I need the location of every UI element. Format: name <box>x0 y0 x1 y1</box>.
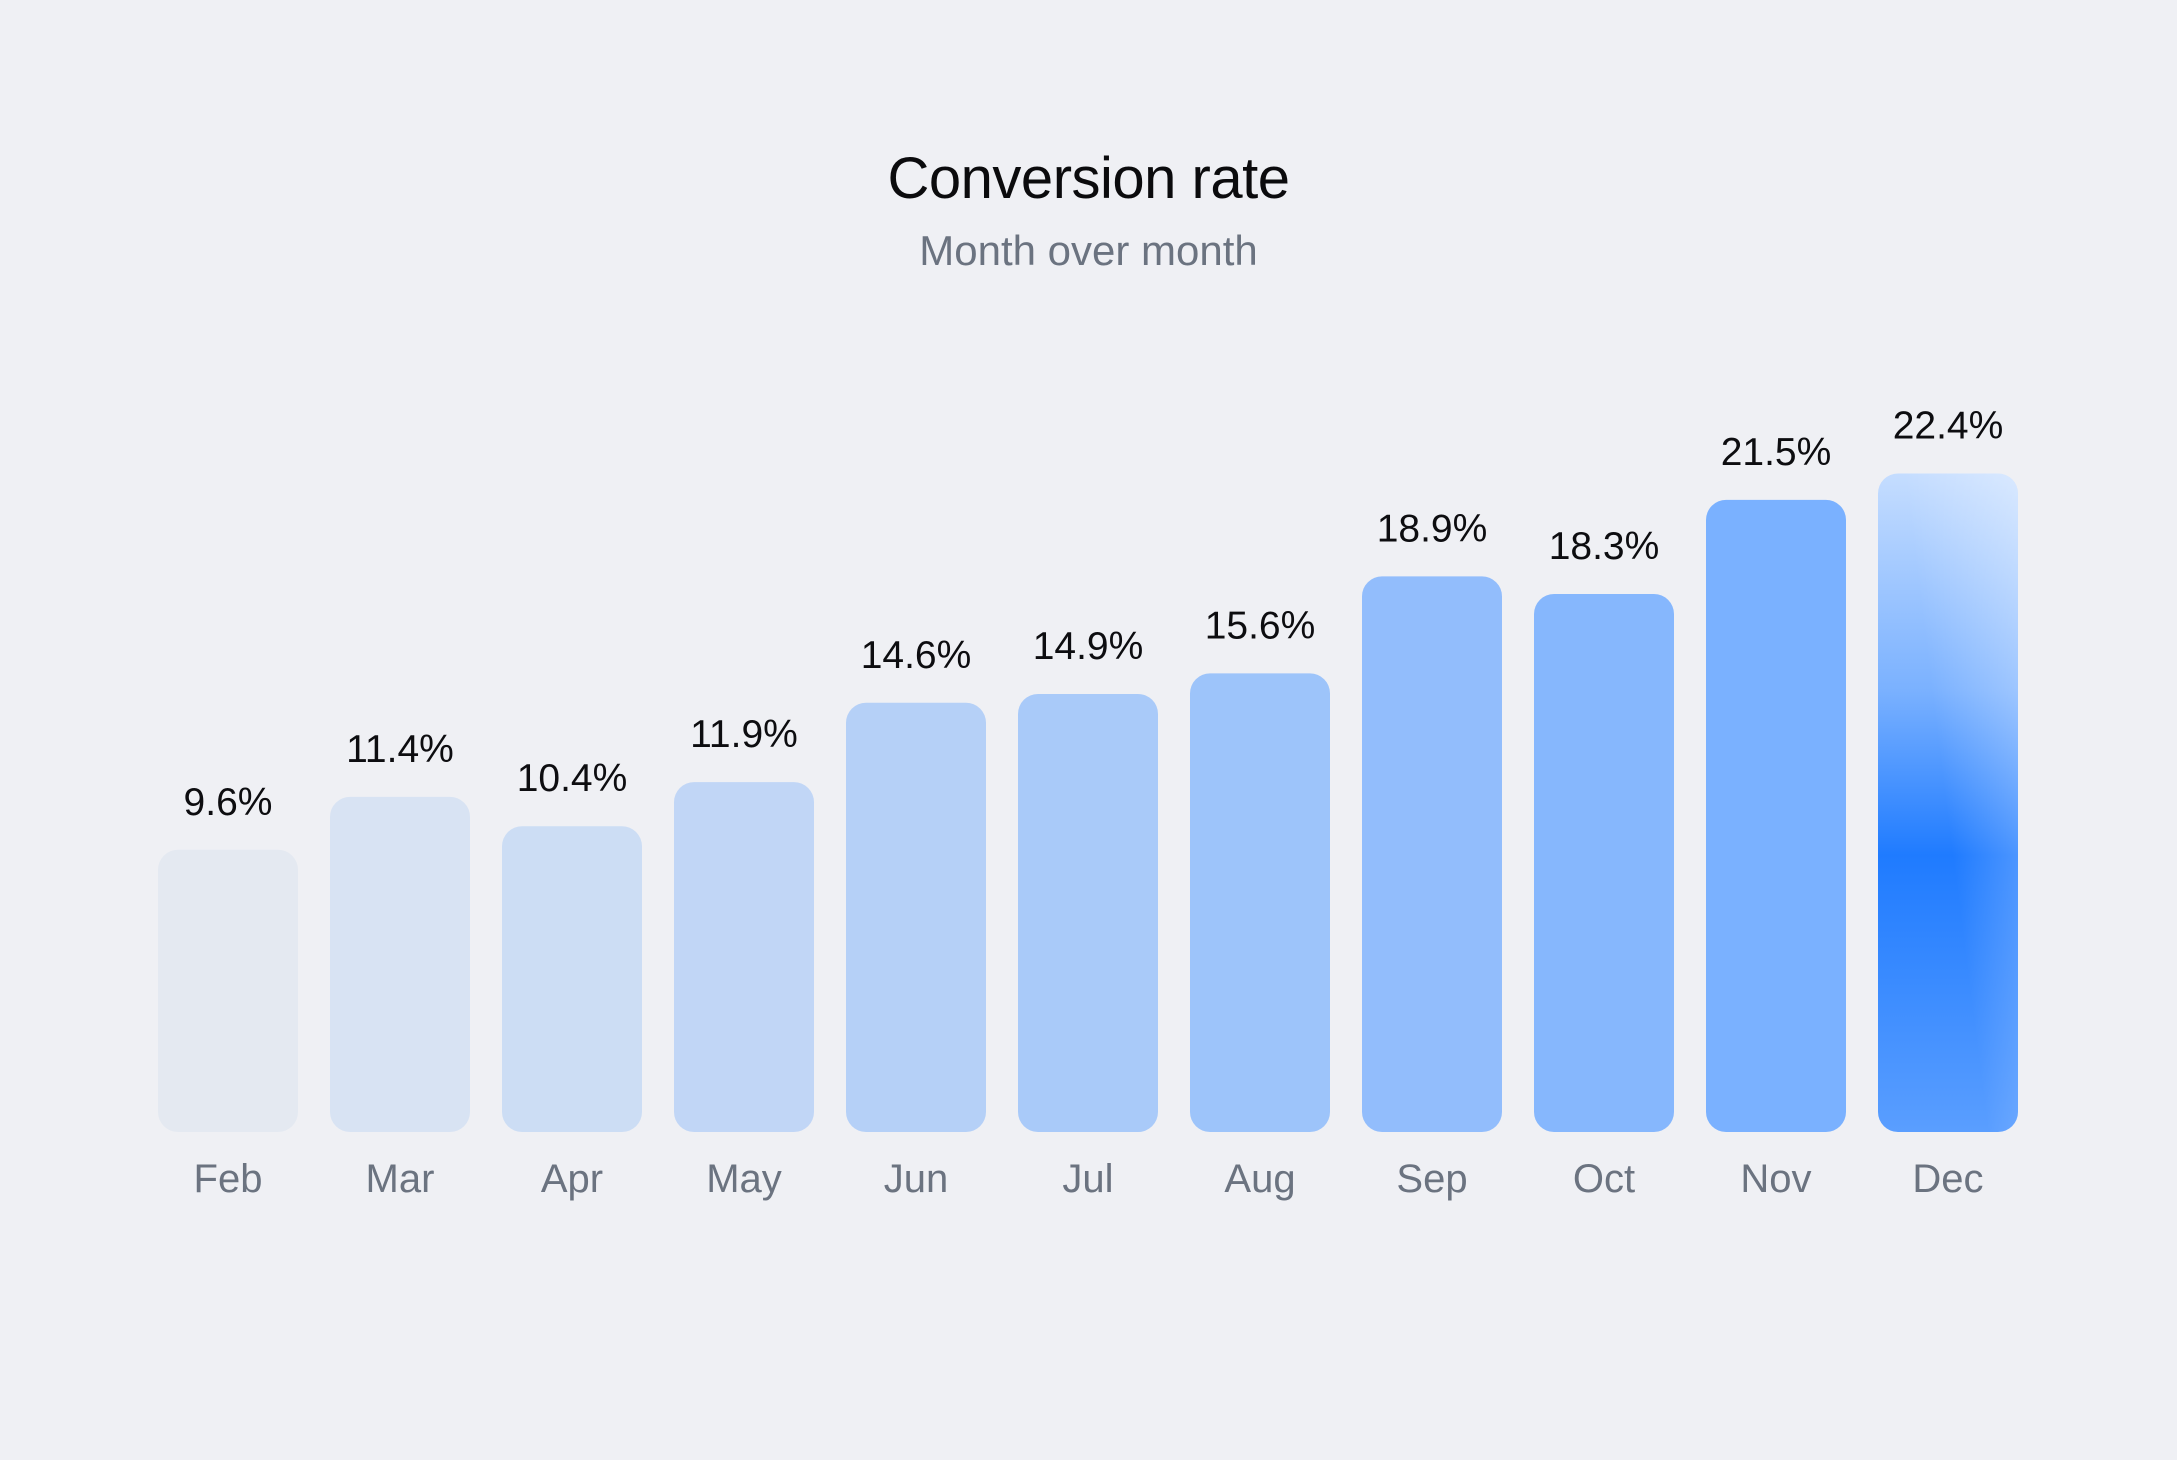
category-label: Oct <box>1573 1157 1635 1201</box>
bar-oct <box>1534 593 1674 1132</box>
bar-may <box>674 782 814 1132</box>
value-label: 14.9% <box>1033 625 1144 668</box>
bar-aug <box>1190 673 1330 1132</box>
value-label: 22.4% <box>1893 404 2004 447</box>
value-label: 18.9% <box>1377 507 1488 550</box>
value-label: 21.5% <box>1721 431 1832 474</box>
bar-jul <box>1018 693 1158 1132</box>
bar-sep <box>1362 576 1502 1132</box>
bar-nov <box>1706 499 1846 1132</box>
category-label: Feb <box>194 1157 263 1201</box>
bar-jun <box>846 702 986 1132</box>
value-label: 11.9% <box>690 713 798 756</box>
bar-mar <box>330 796 470 1132</box>
category-label: Dec <box>1912 1157 1983 1201</box>
category-label: Sep <box>1396 1157 1467 1201</box>
category-label: Jul <box>1062 1157 1113 1201</box>
value-label: 18.3% <box>1549 525 1660 568</box>
category-label: Apr <box>541 1157 603 1201</box>
value-label: 14.6% <box>861 634 972 677</box>
bar-feb <box>158 849 298 1132</box>
chart-title: Conversion rate <box>887 146 1290 211</box>
category-label: May <box>706 1157 782 1201</box>
category-label: Jun <box>884 1157 949 1201</box>
bars-group: 9.6% Feb 11.4% Mar 10.4% Apr 11.9% May 14.6% Jun 1… <box>158 404 2018 1201</box>
value-label: 10.4% <box>517 757 628 800</box>
bar-highlight-sheen <box>1878 473 2018 1132</box>
chart-subtitle: Month over month <box>919 227 1258 274</box>
category-label: Mar <box>366 1157 435 1201</box>
bar-apr <box>502 826 642 1132</box>
value-label: 9.6% <box>184 781 273 824</box>
value-label: 11.4% <box>346 728 454 771</box>
category-label: Aug <box>1224 1157 1295 1201</box>
value-label: 15.6% <box>1205 604 1316 647</box>
category-label: Nov <box>1740 1157 1811 1201</box>
